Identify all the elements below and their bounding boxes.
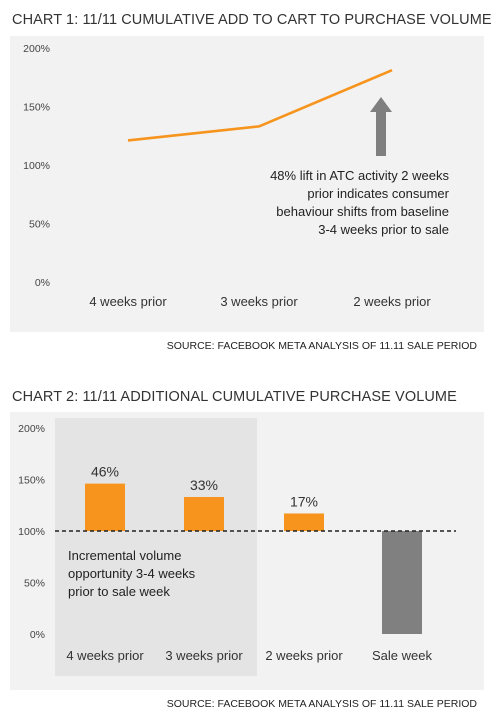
annotation-line: 48% lift in ATC activity 2 weeks [270, 168, 449, 183]
annotation-line: prior indicates consumer [307, 186, 449, 201]
data-label: 46% [91, 464, 119, 480]
chart-2-title: CHART 2: 11/11 ADDITIONAL CUMULATIVE PUR… [12, 389, 457, 405]
data-label: 17% [290, 493, 318, 509]
y-tick-label: 50% [24, 578, 45, 590]
highlight-region [55, 418, 257, 676]
y-tick-label: 150% [18, 475, 45, 487]
lift-arrow [370, 97, 392, 156]
y-tick-label: 200% [18, 423, 45, 435]
x-tick-label: 2 weeks prior [353, 294, 431, 309]
chart-1-title: CHART 1: 11/11 CUMULATIVE ADD TO CART TO… [12, 12, 491, 28]
annotation-line: prior to sale week [68, 584, 170, 599]
x-tick-label: 2 weeks prior [265, 648, 343, 663]
x-tick-label: 4 weeks prior [89, 294, 167, 309]
chart-1-line-plot: 0% 50% 100% 150% 200% 4 weeks prior 3 weeks pr… [23, 43, 450, 309]
x-tick-label: Sale week [372, 648, 432, 663]
y-tick-label: 150% [23, 102, 50, 114]
chart-2-source: SOURCE: FACEBOOK META ANALYSIS OF 11.11 … [166, 698, 477, 710]
x-tick-label: 3 weeks prior [220, 294, 298, 309]
bar [184, 497, 224, 531]
annotation-line: behaviour shifts from baseline [276, 204, 449, 219]
y-tick-label: 200% [23, 43, 50, 55]
chart-2-bar-plot: 0% 50% 100% 150% 200% 46% 33% 17% 4 weeks prior 3… [18, 418, 456, 676]
chart-1-panel [10, 36, 484, 332]
x-tick-label: 3 weeks prior [165, 648, 243, 663]
data-label: 33% [190, 477, 218, 493]
y-tick-label: 100% [23, 160, 50, 172]
annotation-line: Incremental volume [68, 548, 181, 563]
annotation-line: 3-4 weeks prior to sale [318, 222, 449, 237]
y-tick-label: 100% [18, 526, 45, 538]
y-tick-label: 50% [29, 219, 50, 231]
bar [284, 513, 324, 531]
bar [85, 483, 125, 531]
chart-1-source: SOURCE: FACEBOOK META ANALYSIS OF 11.11 … [166, 340, 477, 352]
bar [382, 531, 422, 634]
x-tick-label: 4 weeks prior [66, 648, 144, 663]
y-tick-label: 0% [30, 629, 45, 641]
y-tick-label: 0% [35, 277, 50, 289]
annotation-line: opportunity 3-4 weeks [68, 566, 196, 581]
